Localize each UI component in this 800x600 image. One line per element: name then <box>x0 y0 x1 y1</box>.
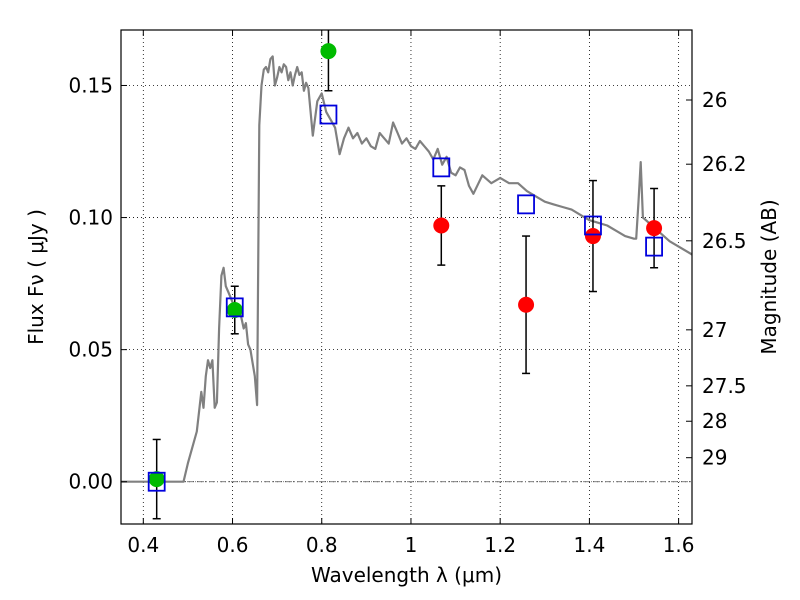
y-tick-label: 0.00 <box>68 470 113 494</box>
data-point <box>320 43 337 60</box>
right-tick-label: 26.5 <box>702 229 747 253</box>
right-tick-label: 26 <box>702 88 727 112</box>
model-square <box>517 194 535 215</box>
right-tick-label: 27.5 <box>702 374 747 398</box>
model-square <box>584 215 602 236</box>
data-point <box>226 302 243 319</box>
x-tick-label: 1 <box>405 533 418 557</box>
model-square <box>225 297 244 318</box>
right-tick-label: 29 <box>702 446 727 470</box>
x-tick-label: 1.6 <box>663 533 695 557</box>
right-tick-label: 27 <box>702 318 727 342</box>
right-tick-label: 28 <box>702 409 727 433</box>
x-tick-label: 0.8 <box>306 533 338 557</box>
grid-lines <box>121 30 692 524</box>
data-point <box>148 471 165 488</box>
y-axis-label: Flux Fν ( μJy ) <box>24 209 48 345</box>
right-tick-label: 26.2 <box>702 152 747 176</box>
model-square <box>319 104 338 125</box>
x-tick-label: 0.6 <box>217 533 249 557</box>
axis-ticks: 0.4 0.6 0.8 1 1.2 1.4 1.6 0.00 0.05 0.10 0.15 26 26.… <box>68 30 747 557</box>
data-points <box>147 30 663 520</box>
plot-frame <box>120 29 693 525</box>
data-point <box>646 220 663 237</box>
y-tick-label: 0.10 <box>68 206 113 230</box>
data-point <box>433 217 450 234</box>
x-axis-label: Wavelength λ (μm) <box>311 563 502 587</box>
data-point <box>584 228 601 245</box>
x-tick-label: 0.4 <box>127 533 159 557</box>
y-tick-label: 0.15 <box>68 73 113 97</box>
x-tick-label: 1.2 <box>484 533 516 557</box>
model-square <box>432 157 451 178</box>
y-tick-label: 0.05 <box>68 338 113 362</box>
data-point <box>518 296 535 313</box>
x-tick-label: 1.4 <box>573 533 605 557</box>
model-spectrum <box>121 55 693 483</box>
model-square <box>147 471 166 492</box>
right-axis-label: Magnitude (AB) <box>757 199 781 354</box>
model-square <box>645 236 663 257</box>
spectrum-line <box>121 55 693 483</box>
